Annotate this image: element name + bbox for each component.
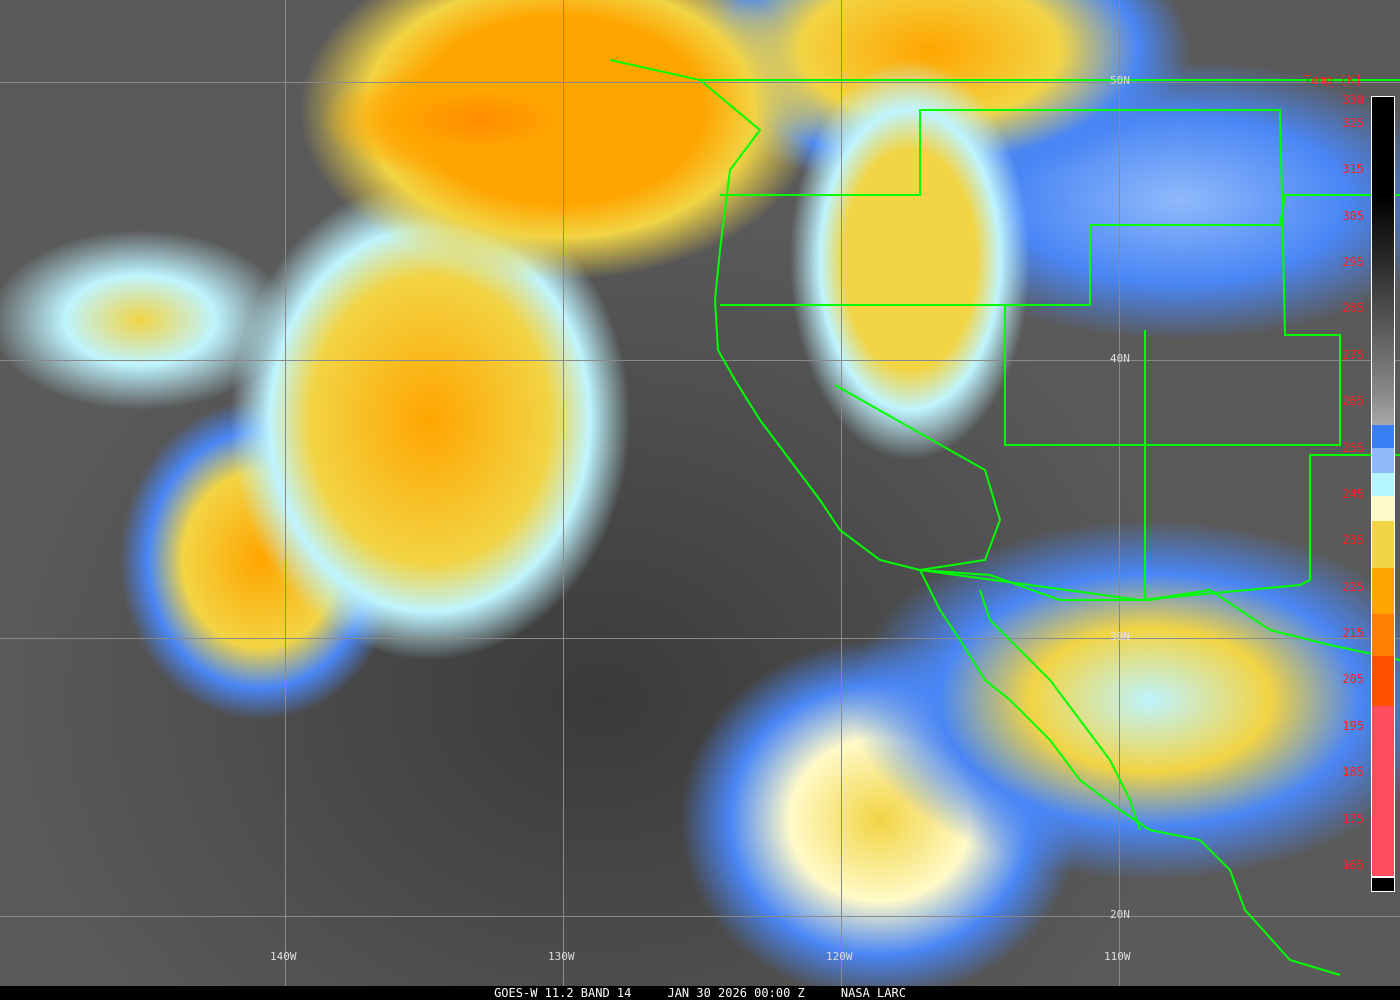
coastline: [609, 59, 1341, 976]
baja-coast: [979, 589, 1141, 831]
lon-label-110w: 110W: [1104, 950, 1131, 963]
lat-label-30n: 30N: [1110, 630, 1130, 643]
colorbar-gray-segment: [1372, 97, 1394, 425]
colorbar-paleyellow-segment: [1372, 496, 1394, 521]
lat-line-40n: [0, 360, 1400, 361]
caption-datetime: JAN 30 2026 00:00 Z: [667, 986, 805, 1000]
colorbar-tick-label: 195: [1342, 719, 1364, 733]
colorbar-tick-label: 245: [1342, 487, 1364, 501]
colorbar-yellow-segment: [1372, 521, 1394, 568]
state-borders-2: [834, 384, 1400, 602]
lon-line-110w: [1119, 0, 1120, 986]
lon-label-130w: 130W: [548, 950, 575, 963]
lat-label-20n: 20N: [1110, 908, 1130, 921]
colorbar-white-segment: [1372, 876, 1394, 878]
colorbar-redorange-segment: [1372, 656, 1394, 706]
colorbar-tick-label: 305: [1342, 209, 1364, 223]
colorbar-tick-label: 185: [1342, 765, 1364, 779]
lat-line-20n: [0, 916, 1400, 917]
caption-credit: NASA LARC: [840, 986, 906, 1000]
lon-label-140w: 140W: [270, 950, 297, 963]
colorbar-tick-label: 255: [1342, 441, 1364, 455]
caption-product: GOES-W 11.2 BAND 14: [494, 986, 632, 1000]
lon-label-120w: 120W: [826, 950, 853, 963]
lat-line-50n: [0, 82, 1400, 83]
colorbar-tick-label: 275: [1342, 348, 1364, 362]
colorbar-red-segment: [1372, 706, 1394, 876]
lat-label-50n: 50N: [1110, 74, 1130, 87]
lat-label-40n: 40N: [1110, 352, 1130, 365]
colorbar-tick-label: 330: [1342, 93, 1364, 107]
colorbar-tick-label: 295: [1342, 255, 1364, 269]
colorbar-tick-label: 285: [1342, 301, 1364, 315]
colorbar-darkorange-segment: [1372, 614, 1394, 656]
colorbar-tick-label: 325: [1342, 116, 1364, 130]
lon-line-140w: [285, 0, 286, 986]
temperature-colorbar: [1371, 96, 1395, 892]
colorbar-tick-label: 225: [1342, 580, 1364, 594]
colorbar-tick-label: 235: [1342, 533, 1364, 547]
mexico-border: [919, 569, 1211, 601]
colorbar-tick-label: 265: [1342, 394, 1364, 408]
colorbar-tick-label: 315: [1342, 162, 1364, 176]
state-borders-3: [1005, 194, 1400, 306]
state-borders-4: [1144, 330, 1400, 661]
colorbar-tick-label: 215: [1342, 626, 1364, 640]
state-borders: [720, 109, 1341, 446]
colorbar-tick-label: 175: [1342, 812, 1364, 826]
lon-line-120w: [841, 0, 842, 986]
lon-line-130w: [563, 0, 564, 986]
colorbar-title: Temp [K]: [1304, 73, 1362, 87]
lat-line-30n: [0, 638, 1400, 639]
colorbar-blue-segment: [1372, 425, 1394, 448]
colorbar-lightblue-segment: [1372, 448, 1394, 473]
colorbar-tick-label: 205: [1342, 672, 1364, 686]
colorbar-black-segment: [1372, 878, 1394, 891]
image-caption: GOES-W 11.2 BAND 14 JAN 30 2026 00:00 Z …: [0, 986, 1400, 1000]
colorbar-cyan-segment: [1372, 473, 1394, 496]
colorbar-orange-segment: [1372, 568, 1394, 614]
colorbar-tick-label: 165: [1342, 858, 1364, 872]
